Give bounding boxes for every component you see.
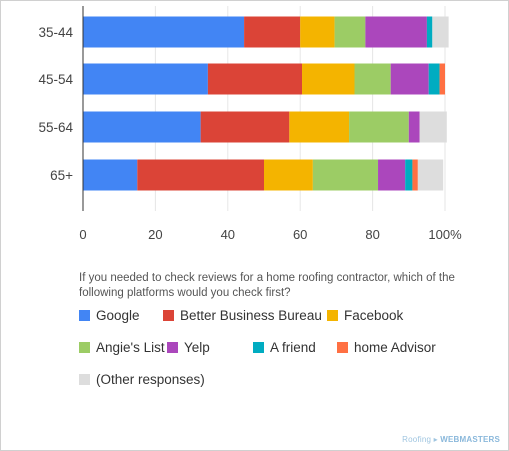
legend-label: home Advisor (354, 340, 436, 355)
bar-55-64-series-0 (83, 111, 201, 143)
category-label: 65+ (50, 168, 73, 183)
legend-label: Google (96, 308, 140, 323)
x-tick-label: 0 (79, 227, 86, 242)
bar-35-44-series-0 (83, 16, 245, 48)
legend-swatch (79, 310, 90, 321)
x-tick-label: 80 (365, 227, 379, 242)
bar-65+-series-4 (378, 159, 406, 191)
legend-item: Facebook (327, 308, 403, 323)
brand-watermark: Roofing ▸ WEBMASTERS (402, 435, 500, 444)
bar-35-44-series-7 (432, 16, 449, 48)
bar-65+-series-6 (412, 159, 418, 191)
legend-item: home Advisor (337, 340, 436, 355)
legend-swatch (79, 374, 90, 385)
x-tick-label: 60 (293, 227, 307, 242)
legend-label: Better Business Bureau (180, 308, 322, 323)
legend-swatch (327, 310, 338, 321)
bar-55-64-series-7 (419, 111, 447, 143)
category-label: 55-64 (38, 120, 73, 135)
bar-35-44-series-4 (365, 16, 427, 48)
legend-label: Facebook (344, 308, 404, 323)
legend-swatch (163, 310, 174, 321)
legend-item: A friend (253, 340, 316, 355)
stacked-bar-chart: 35-44 45-54 55-64 65+ 0 20 40 60 80 100% (38, 6, 462, 242)
category-label: 35-44 (38, 25, 73, 40)
bar-45-54-series-4 (390, 63, 429, 95)
x-tick-label: 40 (221, 227, 235, 242)
legend-item: (Other responses) (79, 372, 205, 387)
bar-45-54-series-5 (428, 63, 440, 95)
legend-label: (Other responses) (96, 372, 205, 387)
legend-swatch (167, 342, 178, 353)
bar-65+-series-2 (264, 159, 313, 191)
bar-65+-series-5 (405, 159, 413, 191)
bar-45-54-series-3 (354, 63, 391, 95)
legend-swatch (337, 342, 348, 353)
bar-55-64-series-1 (200, 111, 290, 143)
brand-bold: WEBMASTERS (440, 435, 500, 444)
bar-55-64-series-3 (349, 111, 409, 143)
bar-65+-series-3 (312, 159, 379, 191)
bar-35-44-series-1 (244, 16, 301, 48)
legend-item: Yelp (167, 340, 210, 355)
legend-swatch (79, 342, 90, 353)
legend-item: Google (79, 308, 140, 323)
category-label: 45-54 (38, 72, 73, 87)
bar-35-44-series-2 (300, 16, 335, 48)
bar-45-54-series-0 (83, 63, 208, 95)
legend-label: A friend (270, 340, 316, 355)
bar-65+-series-7 (417, 159, 444, 191)
legend-label: Angie's List (96, 340, 165, 355)
bar-35-44-series-3 (334, 16, 366, 48)
bar-65+-series-1 (137, 159, 264, 191)
legend-swatch (253, 342, 264, 353)
brand-prefix: Roofing (402, 435, 432, 444)
legend-item: Angie's List (79, 340, 165, 355)
legend-item: Better Business Bureau (163, 308, 322, 323)
bar-35-44-series-5 (426, 16, 433, 48)
x-tick-label: 20 (148, 227, 162, 242)
bar-55-64-series-2 (289, 111, 350, 143)
bar-55-64-series-4 (408, 111, 420, 143)
chart-question: If you needed to check reviews for a hom… (79, 272, 455, 299)
bar-45-54-series-2 (302, 63, 355, 95)
x-tick-label: 100% (428, 227, 462, 242)
bar-45-54-series-1 (207, 63, 303, 95)
legend-label: Yelp (184, 340, 210, 355)
bar-65+-series-0 (83, 159, 138, 191)
bar-45-54-series-6 (439, 63, 445, 95)
